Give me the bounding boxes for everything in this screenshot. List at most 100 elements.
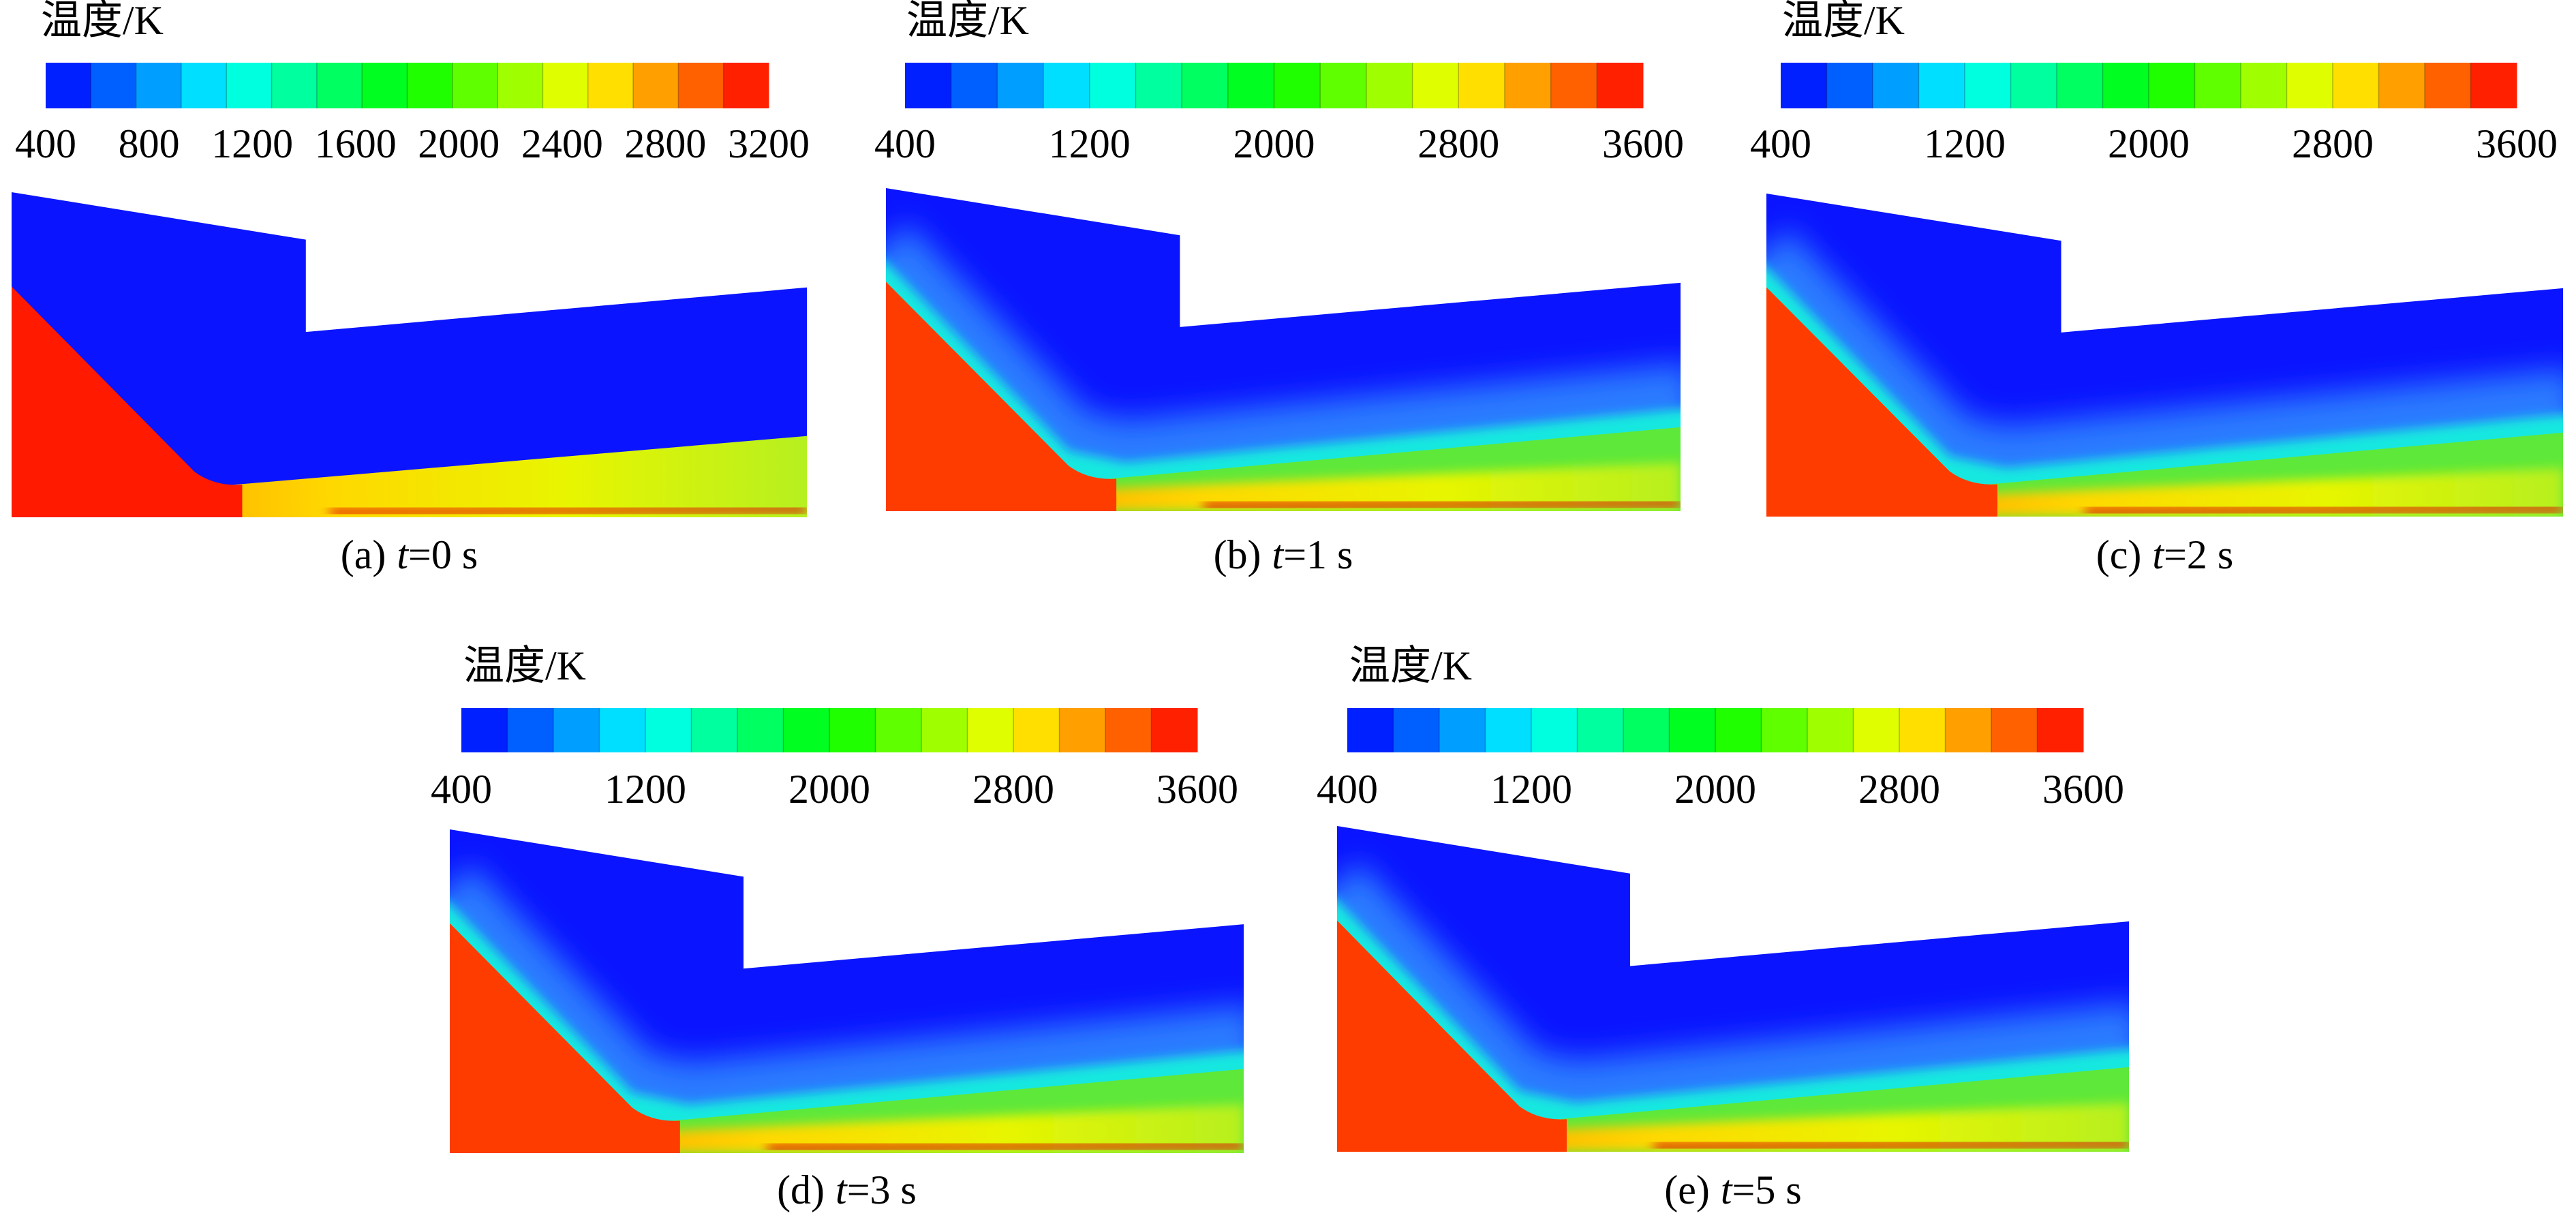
caption: (a) t=0 s <box>341 532 478 577</box>
colorbar-tick-label: 2000 <box>788 767 870 812</box>
caption-variable: t <box>397 532 409 577</box>
caption-label: (e) <box>1664 1167 1710 1212</box>
colorbar-band <box>875 708 922 752</box>
field-core <box>767 1142 1244 1152</box>
colorbar-band <box>1366 63 1413 108</box>
colorbar-band <box>1439 708 1486 752</box>
colorbar-band <box>1597 63 1644 108</box>
colorbar-band <box>553 708 600 752</box>
field <box>886 188 1681 511</box>
caption-label: (a) <box>341 532 386 577</box>
field-wedge <box>12 286 243 517</box>
field <box>1337 826 2129 1152</box>
colorbar-band <box>1899 708 1946 752</box>
colorbar-band <box>407 63 453 108</box>
colorbar-band <box>967 708 1014 752</box>
colorbar-title: 温度/K <box>906 0 1029 43</box>
colorbar-band <box>452 63 498 108</box>
colorbar-band <box>2194 63 2241 108</box>
caption-value: =3 s <box>847 1167 917 1212</box>
colorbar-band <box>1715 708 1762 752</box>
field-wedge <box>450 923 680 1153</box>
colorbar-band <box>2057 63 2103 108</box>
field <box>1766 194 2563 517</box>
field-core <box>1653 1140 2129 1150</box>
colorbar-band <box>1043 63 1090 108</box>
colorbar-band <box>1320 63 1367 108</box>
caption-variable: t <box>835 1167 848 1212</box>
colorbar-tick-label: 2800 <box>624 121 706 166</box>
colorbar-band <box>1412 63 1459 108</box>
colorbar-band <box>1089 63 1136 108</box>
caption-value: =1 s <box>1283 532 1353 577</box>
caption-label: (d) <box>777 1167 825 1212</box>
colorbar-band <box>181 63 227 108</box>
field-wedge <box>1766 287 1998 517</box>
colorbar-band <box>1151 708 1198 752</box>
colorbar-band <box>829 708 876 752</box>
colorbar-band <box>1105 708 1152 752</box>
colorbar-band <box>1826 63 1873 108</box>
caption: (d) t=3 s <box>777 1167 917 1212</box>
colorbar-band <box>497 63 543 108</box>
colorbar-band <box>2333 63 2379 108</box>
colorbar-tick-label: 3600 <box>2476 121 2558 166</box>
field-core <box>2085 505 2563 515</box>
colorbar-band <box>1623 708 1670 752</box>
field-wedge <box>1337 920 1567 1152</box>
colorbar-band <box>737 708 784 752</box>
colorbar-band <box>507 708 554 752</box>
colorbar-title: 温度/K <box>463 643 586 688</box>
colorbar-band <box>1550 63 1597 108</box>
colorbar-band <box>1458 63 1505 108</box>
colorbar-band <box>1504 63 1552 108</box>
colorbar-band <box>1761 708 1808 752</box>
caption-label: (c) <box>2096 532 2142 577</box>
colorbar-tick-label: 400 <box>1317 767 1378 812</box>
colorbar-tick-label: 400 <box>431 767 492 812</box>
colorbar-tick-label: 2800 <box>1858 767 1940 812</box>
colorbar-tick-label: 3600 <box>1156 767 1238 812</box>
colorbar-band <box>723 63 769 108</box>
colorbar-band <box>997 63 1044 108</box>
colorbar-band <box>271 63 318 108</box>
caption: (b) t=1 s <box>1214 532 1353 577</box>
colorbar-band <box>1347 708 1394 752</box>
colorbar-tick-label: 2800 <box>1417 121 1499 166</box>
colorbar-band <box>2037 708 2084 752</box>
colorbar-tick-label: 3600 <box>1602 121 1684 166</box>
caption-label: (b) <box>1214 532 1261 577</box>
caption-value: =2 s <box>2164 532 2233 577</box>
colorbar-band <box>1669 708 1716 752</box>
colorbar-band <box>2470 63 2517 108</box>
colorbar-band <box>542 63 589 108</box>
colorbar-band <box>2149 63 2195 108</box>
colorbar-band <box>1873 63 1919 108</box>
colorbar-band <box>1274 63 1321 108</box>
colorbar-band <box>1485 708 1532 752</box>
colorbar-tick-label: 2800 <box>972 767 1054 812</box>
colorbar-band <box>921 708 968 752</box>
colorbar-tick-label: 2000 <box>1233 121 1315 166</box>
panel: 温度/K 400 1200 2000 2800 3600 (d) t=3 s <box>431 643 1244 1212</box>
field-core <box>329 506 807 516</box>
colorbar-band <box>91 63 137 108</box>
colorbar-band <box>46 63 91 108</box>
colorbar-tick-label: 2400 <box>521 121 603 166</box>
colorbar-tick-label: 1200 <box>604 767 686 812</box>
colorbar-tick-label: 400 <box>15 121 76 166</box>
colorbar-tick-label: 1200 <box>1490 767 1572 812</box>
colorbar-tick-label: 800 <box>119 121 180 166</box>
colorbar-band <box>136 63 182 108</box>
colorbar-band <box>1991 708 2038 752</box>
colorbar-tick-label: 3600 <box>2042 767 2124 812</box>
caption-variable: t <box>1272 532 1285 577</box>
colorbar-band <box>1965 63 2011 108</box>
colorbar-title: 温度/K <box>1782 0 1905 43</box>
colorbar-band <box>2425 63 2471 108</box>
colorbar-band <box>1531 708 1578 752</box>
colorbar-band <box>1059 708 1106 752</box>
colorbar-band <box>1013 708 1060 752</box>
colorbar-title: 温度/K <box>1349 643 1472 688</box>
